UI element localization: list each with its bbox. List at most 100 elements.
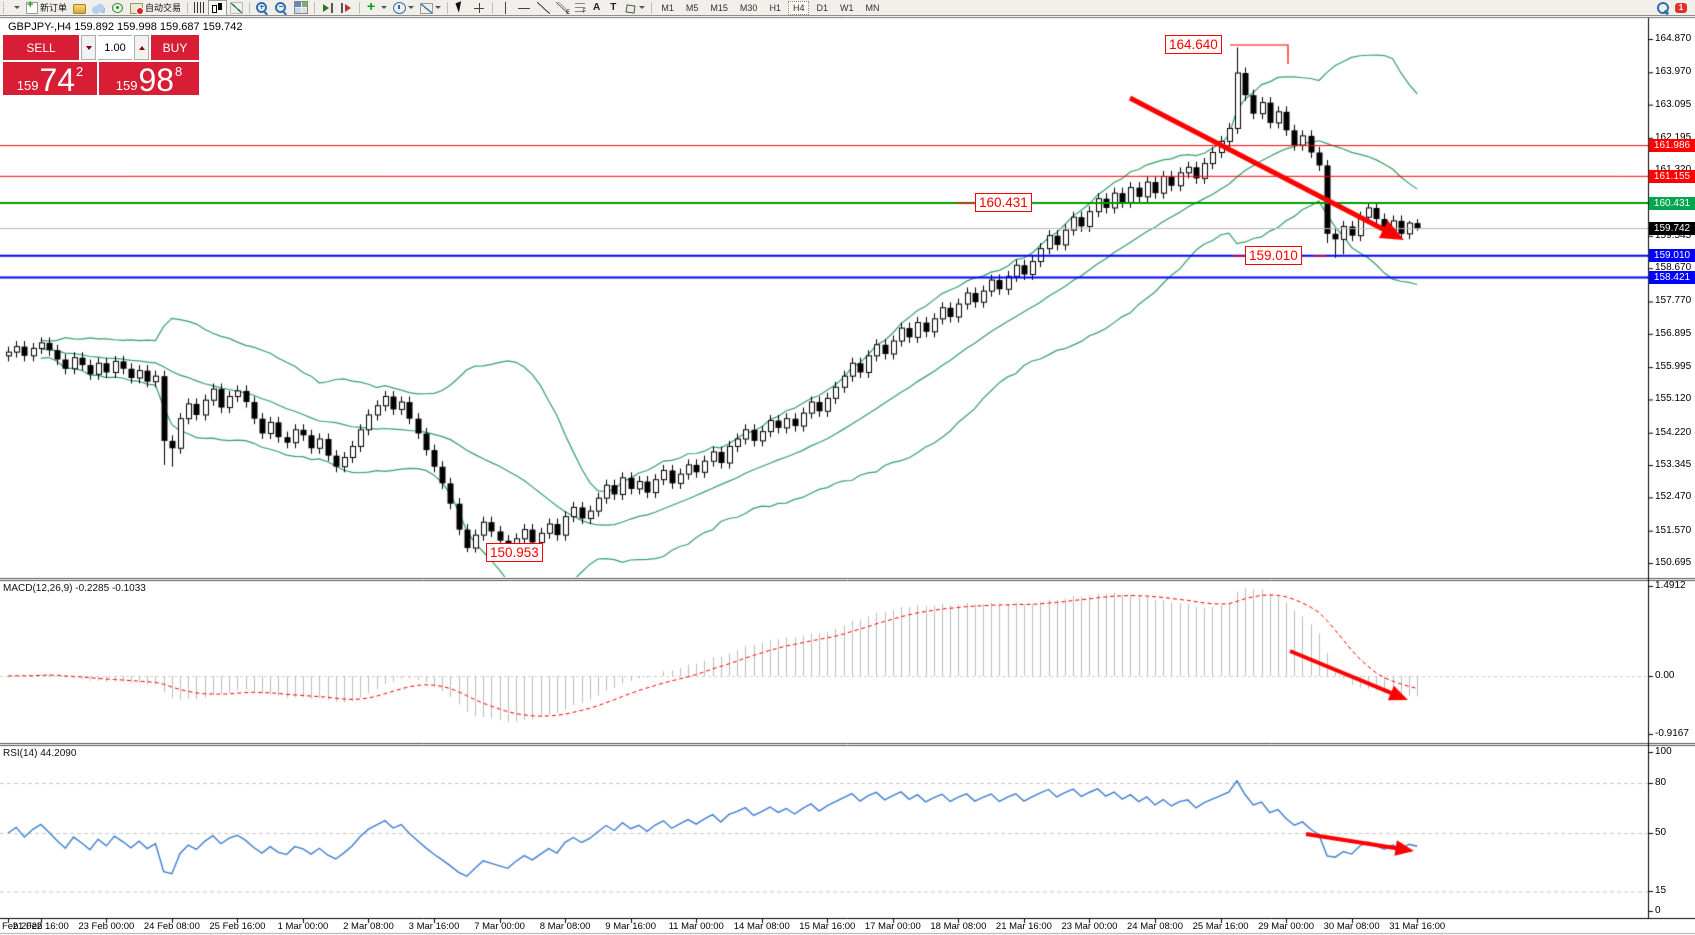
date-axis-label: 17 Mar 00:00 (864, 921, 921, 932)
price-axis-tick: 163.095 (1655, 98, 1692, 110)
buy-button[interactable]: BUY (151, 35, 199, 60)
price-axis-tick: 154.220 (1655, 426, 1692, 438)
chart-bars-button[interactable] (191, 0, 208, 16)
horizontal-line-button[interactable] (515, 0, 534, 16)
timeframe-MN[interactable]: MN (865, 2, 880, 13)
buy-price-display[interactable]: 159 98 8 (99, 62, 199, 98)
price-axis-tick: 155.995 (1655, 361, 1692, 373)
zoom-in-button[interactable] (253, 0, 272, 16)
auto-scroll-button[interactable] (318, 0, 337, 16)
macd-axis-tick: 1.4912 (1655, 580, 1686, 591)
price-axis-tick: 157.770 (1655, 295, 1692, 307)
sell-price-display[interactable]: 159 74 2 (3, 62, 97, 98)
timeframe-H4[interactable]: H4 (787, 0, 810, 15)
rsi-axis-tick: 15 (1655, 885, 1667, 896)
date-axis-label: 9 Mar 16:00 (605, 921, 656, 932)
toolbar-separator (651, 1, 653, 14)
date-axis-label: 18 Mar 08:00 (930, 921, 987, 932)
date-axis-label: 23 Mar 00:00 (1061, 921, 1118, 932)
zoom-out-icon (275, 1, 289, 14)
chevron-down-icon (435, 6, 442, 9)
volume-increase-button[interactable] (134, 35, 149, 60)
fibonacci-icon: F (575, 3, 587, 15)
price-badge: 159.742 (1649, 222, 1695, 236)
chevron-down-icon (639, 6, 646, 9)
timeframe-M15[interactable]: M15 (710, 2, 728, 13)
timeframe-M5[interactable]: M5 (685, 2, 699, 13)
broadcast-button[interactable] (108, 0, 127, 16)
clock-icon (393, 1, 407, 14)
trendline-button[interactable] (534, 0, 553, 16)
label-tool-button[interactable]: T (605, 0, 621, 16)
date-axis-label: 3 Mar 16:00 (408, 921, 460, 932)
price-annotation[interactable]: 160.431 (975, 193, 1032, 212)
crosshair-button[interactable] (470, 0, 489, 16)
timeframe-H1[interactable]: H1 (769, 2, 781, 13)
date-axis-label: 29 Mar 00:00 (1258, 921, 1315, 932)
toolbar-grip[interactable] (3, 2, 6, 13)
price-axis-tick: 152.470 (1655, 491, 1692, 503)
macd-axis-tick: -0.9167 (1655, 728, 1689, 739)
date-axis-label: 7 Mar 00:00 (474, 921, 525, 932)
add-indicator-icon (366, 0, 379, 14)
price-annotation[interactable]: 164.640 (1165, 35, 1222, 54)
triangle-down-icon (85, 45, 92, 50)
notifications-icon[interactable]: 1 (1675, 3, 1687, 13)
zoom-out-button[interactable] (272, 0, 291, 16)
toolbar-dropdown-button[interactable] (9, 0, 23, 16)
horizontal-line-icon (518, 1, 532, 14)
rsi-axis-tick: 50 (1655, 827, 1667, 838)
volume-input[interactable] (98, 35, 132, 60)
timeframe-W1[interactable]: W1 (839, 2, 854, 13)
channel-icon: E (556, 1, 571, 16)
chart-line-button[interactable] (227, 0, 246, 16)
triangle-up-icon (138, 45, 145, 50)
chart-shift-button[interactable] (337, 0, 356, 16)
fibo-letter: F (582, 9, 587, 15)
new-order-button[interactable]: 新订单 (23, 0, 70, 16)
templates-button[interactable] (417, 0, 444, 16)
toolbar: 新订单 自动交易 E F A T (0, 0, 1695, 16)
price-axis-tick: 156.895 (1655, 327, 1692, 339)
price-badge: 159.010 (1649, 249, 1695, 263)
vertical-line-button[interactable] (496, 0, 515, 16)
channel-button[interactable]: E (553, 0, 572, 16)
label-tool-icon: T (610, 2, 617, 13)
sell-button[interactable]: SELL (3, 35, 79, 60)
toolbar-separator (187, 1, 189, 14)
timeframe-M1[interactable]: M1 (661, 2, 674, 13)
gold-bar-icon (73, 3, 87, 14)
search-icon[interactable] (1656, 1, 1669, 14)
timeframe-D1[interactable]: D1 (816, 2, 828, 13)
price-annotation[interactable]: 159.010 (1245, 246, 1302, 265)
chart-candles-button[interactable] (208, 0, 228, 16)
price-badge: 161.986 (1649, 139, 1695, 153)
volume-decrease-button[interactable] (81, 35, 96, 60)
timeframe-M30[interactable]: M30 (739, 2, 758, 13)
toolbar-separator (359, 1, 361, 14)
price-annotation[interactable]: 150.953 (486, 543, 543, 562)
buy-price-big: 98 (138, 62, 175, 98)
rsi-axis-tick: 0 (1655, 905, 1661, 916)
text-tool-button[interactable]: A (588, 0, 605, 16)
timeframe-bar: M1 M5 M15 M30 H1 H4 D1 W1 MN (655, 0, 885, 15)
indicators-button[interactable] (363, 0, 390, 16)
macd-axis-tick: 0.00 (1655, 670, 1675, 681)
one-click-trade-panel: SELL BUY 159 74 2 159 98 8 (3, 35, 199, 98)
date-axis-label: Feb 2022 (2, 921, 43, 932)
tile-windows-button[interactable] (291, 0, 311, 16)
date-axis-label: 24 Mar 08:00 (1127, 921, 1183, 932)
candlestick-icon (211, 2, 224, 14)
fibonacci-button[interactable]: F (572, 0, 588, 16)
sell-price-big: 74 (39, 62, 76, 98)
autotrade-button[interactable]: 自动交易 (127, 0, 184, 16)
shapes-button[interactable] (621, 0, 648, 16)
channel-letter: E (566, 9, 571, 16)
market-watch-button[interactable] (70, 0, 89, 16)
cloud-button[interactable] (89, 0, 108, 16)
periods-button[interactable] (390, 0, 417, 16)
zoom-in-icon (256, 1, 270, 14)
cursor-button[interactable] (451, 0, 470, 16)
price-axis-tick: 150.695 (1655, 557, 1692, 569)
